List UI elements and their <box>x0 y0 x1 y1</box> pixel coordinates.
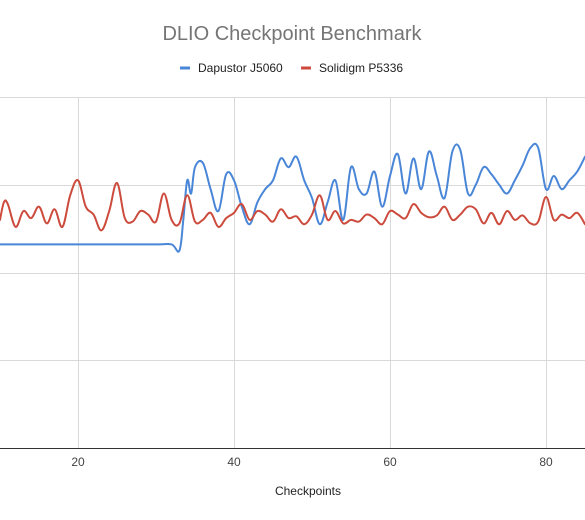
legend: Dapustor J5060 Solidigm P5336 <box>180 61 403 75</box>
x-axis-title: Checkpoints <box>275 484 341 498</box>
series-lines <box>0 142 585 253</box>
legend-label-solidigm: Solidigm P5336 <box>319 61 403 75</box>
x-tick-label: 80 <box>539 455 553 469</box>
series-line-dapustor <box>0 142 585 253</box>
x-tick-label: 40 <box>227 455 241 469</box>
series-line-solidigm <box>0 179 585 232</box>
gridlines <box>0 97 585 449</box>
x-tick-label: 60 <box>383 455 397 469</box>
chart-title: DLIO Checkpoint Benchmark <box>162 23 422 45</box>
x-axis-ticks: 20 40 60 80 <box>71 455 553 469</box>
x-tick-label: 20 <box>71 455 85 469</box>
legend-label-dapustor: Dapustor J5060 <box>198 61 283 75</box>
